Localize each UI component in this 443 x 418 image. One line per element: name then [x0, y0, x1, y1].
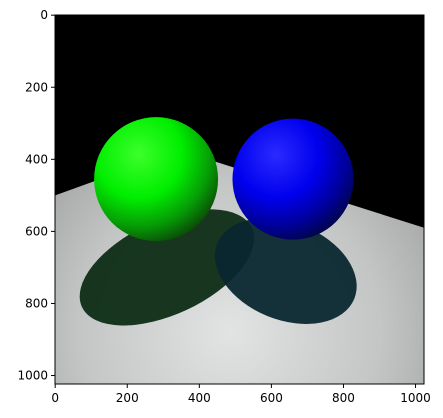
x-tick-label: 800 [332, 391, 355, 405]
axes: 0 200 400 600 800 1000 0 200 400 600 800… [17, 8, 430, 405]
y-tick-label: 0 [40, 8, 48, 22]
blue-sphere-shadow [214, 218, 357, 324]
y-tick-label: 1000 [17, 369, 48, 383]
axes-spine [54, 14, 425, 385]
x-tick-label: 200 [116, 391, 139, 405]
x-tick-label: 400 [188, 391, 211, 405]
blue-sphere [232, 118, 354, 240]
green-sphere-shadow [79, 209, 255, 326]
y-tick-label: 400 [25, 152, 48, 166]
y-tick-label: 200 [25, 80, 48, 94]
x-tick-label: 0 [51, 391, 59, 405]
x-tick-label: 600 [260, 391, 283, 405]
green-sphere [94, 117, 219, 242]
y-tick-label: 600 [25, 224, 48, 238]
x-tick-label: 1000 [400, 391, 431, 405]
y-tick-label: 800 [25, 296, 48, 310]
